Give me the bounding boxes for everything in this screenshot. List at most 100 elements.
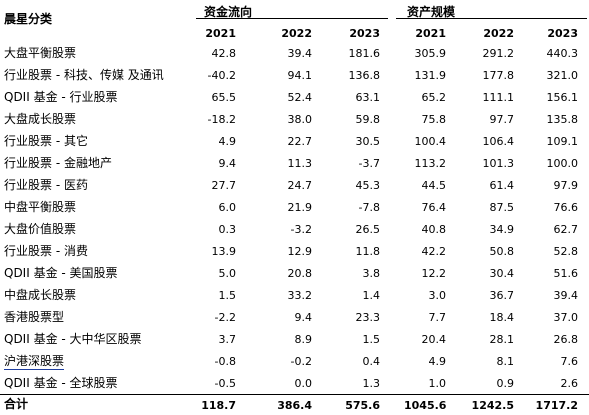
asset-scale-value: 440.3: [546, 47, 579, 60]
asset-scale-value: 26.8: [553, 333, 579, 346]
asset-scale-value: 106.4: [482, 135, 515, 148]
fund-flow-value: 9.4: [218, 157, 237, 170]
fund-flow-value: 65.5: [211, 91, 237, 104]
asset-scale-value: 131.9: [414, 69, 447, 82]
asset-scale-value: 0.9: [496, 377, 515, 390]
fund-flow-value: 38.0: [287, 113, 313, 126]
fund-flow-value: 6.0: [218, 201, 237, 214]
table-row: 中盘成长股票 1.5 33.2 1.4 3.0 36.7 39.4: [0, 284, 589, 306]
asset-scale-value: 4.9: [428, 355, 447, 368]
asset-scale-group-header: 资产规模: [407, 5, 456, 19]
asset-scale-value: 113.2: [414, 157, 447, 170]
fund-flow-value: 26.5: [355, 223, 381, 236]
asset-scale-value: 100.4: [414, 135, 447, 148]
category-label: 行业股票 - 金融地产: [4, 156, 112, 170]
fund-flow-value: 45.3: [355, 179, 381, 192]
fund-flow-group-header: 资金流向: [204, 5, 253, 19]
fund-flow-value: -40.2: [207, 69, 236, 82]
year-header: 2022: [483, 27, 514, 40]
category-label: 行业股票 - 消费: [4, 244, 88, 258]
category-label: QDII 基金 - 全球股票: [4, 376, 118, 390]
fund-flow-value: -18.2: [207, 113, 236, 126]
fund-flow-value: 11.8: [355, 245, 381, 258]
table-row: 行业股票 - 消费 13.9 12.9 11.8 42.2 50.8 52.8: [0, 240, 589, 262]
total-value: 118.7: [201, 399, 236, 412]
fund-flow-value: 24.7: [287, 179, 313, 192]
fund-flow-value: 22.7: [287, 135, 313, 148]
fund-flow-value: 5.0: [218, 267, 237, 280]
asset-scale-value: 39.4: [553, 289, 579, 302]
fund-flow-value: 63.1: [355, 91, 381, 104]
total-divider: [0, 394, 589, 395]
category-label: 大盘平衡股票: [4, 46, 77, 60]
asset-scale-value: 177.8: [482, 69, 515, 82]
fund-flow-value: 0.4: [362, 355, 381, 368]
fund-flow-value: 0.0: [294, 377, 313, 390]
category-label: QDII 基金 - 行业股票: [4, 90, 118, 104]
table-row: 大盘价值股票 0.3 -3.2 26.5 40.8 34.9 62.7: [0, 218, 589, 240]
total-label: 合计: [4, 397, 29, 411]
category-label: QDII 基金 - 大中华区股票: [4, 332, 142, 346]
asset-scale-value: 97.9: [553, 179, 579, 192]
asset-scale-value: 76.6: [553, 201, 579, 214]
category-label: 行业股票 - 其它: [4, 134, 88, 148]
table-row: 大盘成长股票 -18.2 38.0 59.8 75.8 97.7 135.8: [0, 108, 589, 130]
asset-scale-value: 75.8: [421, 113, 447, 126]
fund-flow-value: -3.7: [358, 157, 380, 170]
fund-flow-value: 42.8: [211, 47, 237, 60]
asset-scale-value: 2.6: [560, 377, 579, 390]
asset-scale-value: 28.1: [489, 333, 515, 346]
fund-flow-value: 4.9: [218, 135, 237, 148]
total-value: 1717.2: [535, 399, 578, 412]
category-column-title: 晨星分类: [4, 12, 53, 26]
fund-flow-value: 9.4: [294, 311, 313, 324]
fund-flow-value: -2.2: [214, 311, 236, 324]
fund-flow-value: -0.8: [214, 355, 236, 368]
asset-scale-value: 1.0: [428, 377, 447, 390]
asset-scale-value: 305.9: [414, 47, 447, 60]
year-header: 2021: [205, 27, 236, 40]
asset-scale-value: 62.7: [553, 223, 579, 236]
table-row: 行业股票 - 其它 4.9 22.7 30.5 100.4 106.4 109.1: [0, 130, 589, 152]
asset-scale-value: 44.5: [421, 179, 447, 192]
asset-scale-value: 7.7: [428, 311, 447, 324]
fund-flow-value: 8.9: [294, 333, 313, 346]
fund-flow-value: 39.4: [287, 47, 313, 60]
asset-scale-value: 37.0: [553, 311, 579, 324]
fund-flow-value: 20.8: [287, 267, 313, 280]
asset-scale-value: 50.8: [489, 245, 515, 258]
asset-scale-value: 3.0: [428, 289, 447, 302]
fund-flow-value: 1.4: [362, 289, 381, 302]
fund-flow-value: 59.8: [355, 113, 381, 126]
fund-flow-value: 27.7: [211, 179, 237, 192]
asset-scale-value: 100.0: [546, 157, 579, 170]
table-row: 香港股票型 -2.2 9.4 23.3 7.7 18.4 37.0: [0, 306, 589, 328]
table-row: QDII 基金 - 行业股票 65.5 52.4 63.1 65.2 111.1 156.1: [0, 86, 589, 108]
fund-flow-value: 1.5: [362, 333, 381, 346]
year-header: 2023: [547, 27, 578, 40]
total-row: 合计 118.7 386.4 575.6 1045.6 1242.5 1717.…: [0, 395, 589, 415]
table-header: 晨星分类 资金流向 资产规模 2021 2022 2023 2021 2022 …: [0, 0, 589, 42]
asset-scale-value: 156.1: [546, 91, 579, 104]
table-row: QDII 基金 - 美国股票 5.0 20.8 3.8 12.2 30.4 51.6: [0, 262, 589, 284]
table-row: QDII 基金 - 大中华区股票 3.7 8.9 1.5 20.4 28.1 26.8: [0, 328, 589, 350]
total-value: 1045.6: [404, 399, 447, 412]
fund-flow-value: 11.3: [287, 157, 313, 170]
asset-scale-value: 65.2: [421, 91, 447, 104]
asset-scale-value: 321.0: [546, 69, 579, 82]
fund-flow-value: 52.4: [287, 91, 313, 104]
category-label: 香港股票型: [4, 310, 65, 324]
category-label: 大盘成长股票: [4, 112, 77, 126]
category-label: QDII 基金 - 美国股票: [4, 266, 118, 280]
fund-flow-value: 23.3: [355, 311, 381, 324]
year-header: 2023: [349, 27, 380, 40]
fund-flow-value: 1.5: [218, 289, 237, 302]
fund-flow-value: 12.9: [287, 245, 313, 258]
fund-flow-value: -7.8: [358, 201, 380, 214]
asset-scale-value: 18.4: [489, 311, 515, 324]
fund-flow-divider: [196, 18, 388, 19]
fund-flow-value: -3.2: [290, 223, 312, 236]
category-label: 沪港深股票: [4, 354, 65, 370]
table-row: 行业股票 - 医药 27.7 24.7 45.3 44.5 61.4 97.9: [0, 174, 589, 196]
